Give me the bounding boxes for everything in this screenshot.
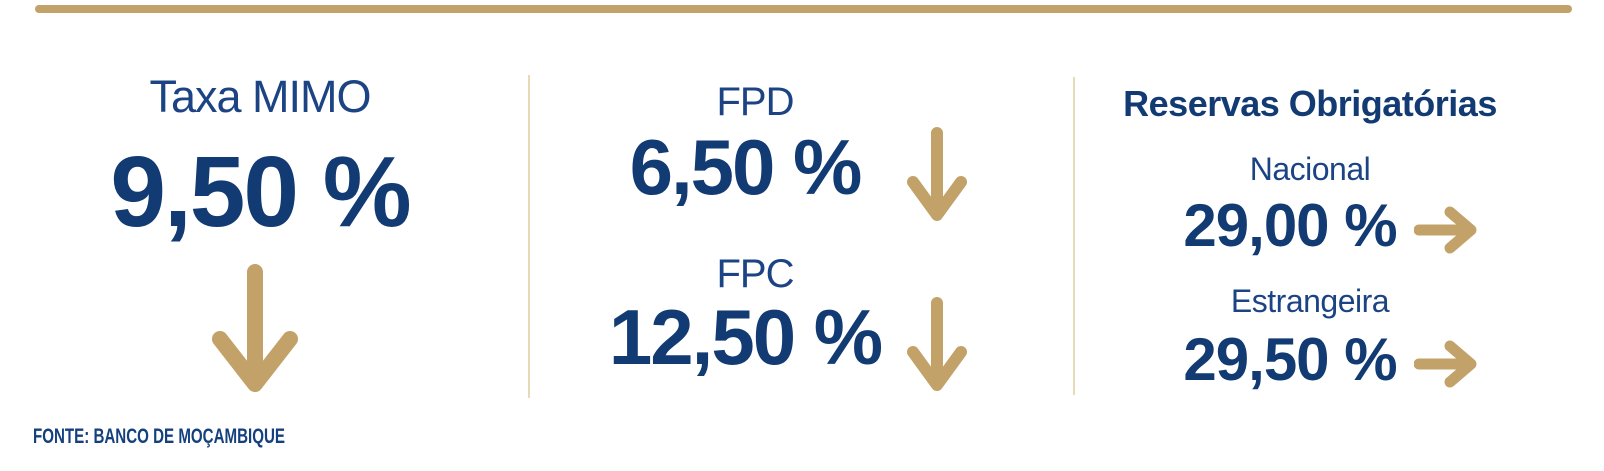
source-note: FONTE: BANCO DE MOÇAMBIQUE [33,425,285,448]
reservas-nacional-value: 29,00 % [1183,192,1397,259]
fpc-label: FPC [716,252,795,296]
reservas-nacional-label: Nacional [1249,151,1371,187]
fpd-value: 6,50 % [629,123,863,211]
down-arrow-icon [907,297,967,391]
fpd-label: FPD [716,80,795,124]
column-divider [1073,77,1075,395]
fpc-value: 12,50 % [608,293,883,381]
taxa-mimo-label: Taxa MIMO [149,71,371,122]
taxa-mimo-value: 9,50 % [110,136,411,248]
right-arrow-icon [1414,340,1477,388]
reservas-title: Reservas Obrigatórias [1123,83,1497,124]
reservas-estrangeira-value: 29,50 % [1183,326,1397,393]
column-divider [528,75,530,398]
reservas-estrangeira-label: Estrangeira [1230,283,1390,319]
down-arrow-icon [907,127,967,221]
top-accent-bar [35,5,1572,13]
right-arrow-icon [1414,206,1477,254]
down-arrow-icon [212,264,298,392]
